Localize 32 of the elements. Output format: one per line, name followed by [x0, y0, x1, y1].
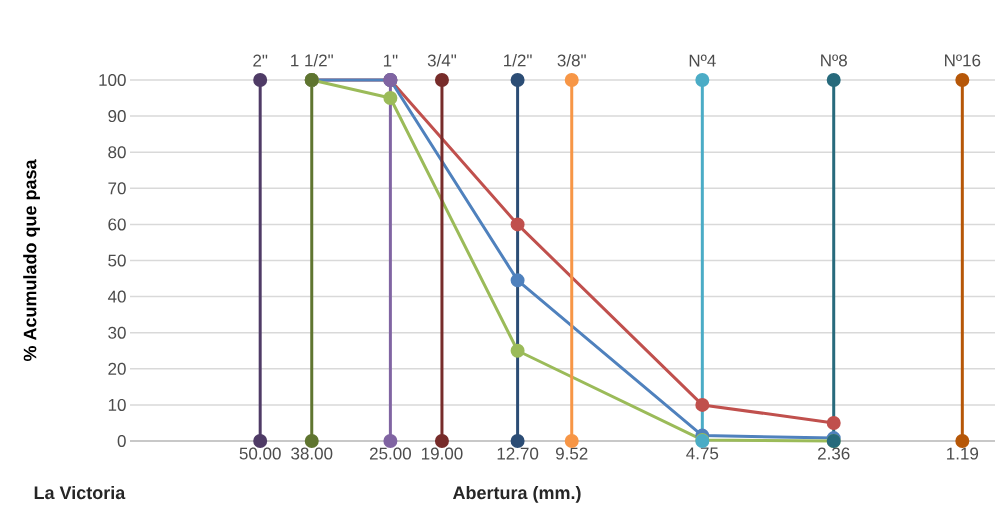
- y-axis-title: % Acumulado que pasa: [23, 159, 40, 362]
- annotation: Nº4: [689, 54, 716, 67]
- y-tick-label: 20: [108, 362, 126, 375]
- y-tick-label: 70: [108, 182, 126, 195]
- annotation: Nº16: [945, 54, 981, 67]
- y-tick-label: 60: [108, 218, 126, 231]
- y-tick-label: 10: [108, 398, 126, 411]
- x-tick-label: 9.52: [555, 447, 588, 460]
- x-tick-label: 1.19: [947, 447, 979, 460]
- y-tick-label: 0: [117, 434, 126, 448]
- x-tick-label: 19.00: [421, 447, 463, 460]
- y-tick-label: 90: [108, 110, 126, 123]
- x-tick-label: 12.70: [497, 447, 539, 460]
- x-tick-label: 25.00: [369, 447, 411, 460]
- y-tick-label: 40: [107, 290, 126, 303]
- annotation: 3/4": [427, 53, 457, 67]
- y-tick-label: 80: [108, 146, 126, 159]
- y-tick-label: 50: [108, 254, 126, 267]
- x-tick-label: 38.00: [291, 447, 333, 460]
- annotation: 2": [253, 54, 268, 67]
- annotation: 1 1/2": [291, 53, 333, 67]
- annotation: 3/8": [557, 53, 586, 67]
- annotation: 1/2": [504, 53, 532, 67]
- y-tick-label: 30: [108, 326, 126, 339]
- annotation: 1": [383, 54, 398, 67]
- x-axis-title: Abertura (mm.): [452, 485, 581, 503]
- x-tick-label: 50.00: [239, 447, 281, 460]
- annotation: Nº8: [821, 54, 847, 67]
- text: La Victoria: [34, 485, 126, 500]
- x-tick-label: 4.75: [686, 447, 719, 460]
- y-tick-label: 100: [99, 73, 126, 87]
- x-tick-label: 2.36: [818, 447, 850, 460]
